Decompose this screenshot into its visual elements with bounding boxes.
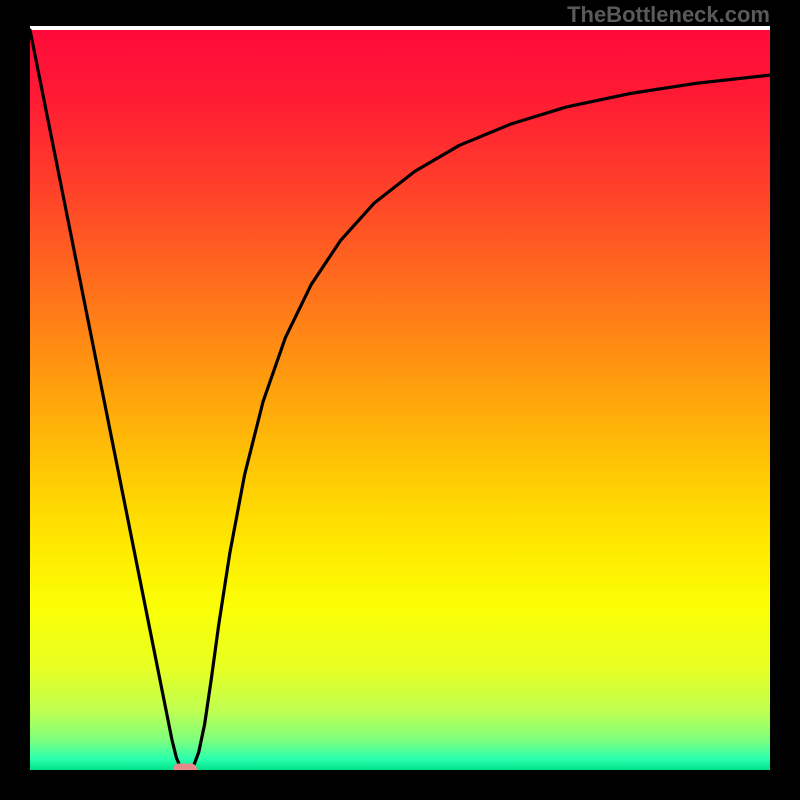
gradient-background: [0, 0, 800, 800]
bottleneck-chart: TheBottleneck.com: [0, 0, 800, 800]
optimum-marker: [173, 764, 197, 777]
